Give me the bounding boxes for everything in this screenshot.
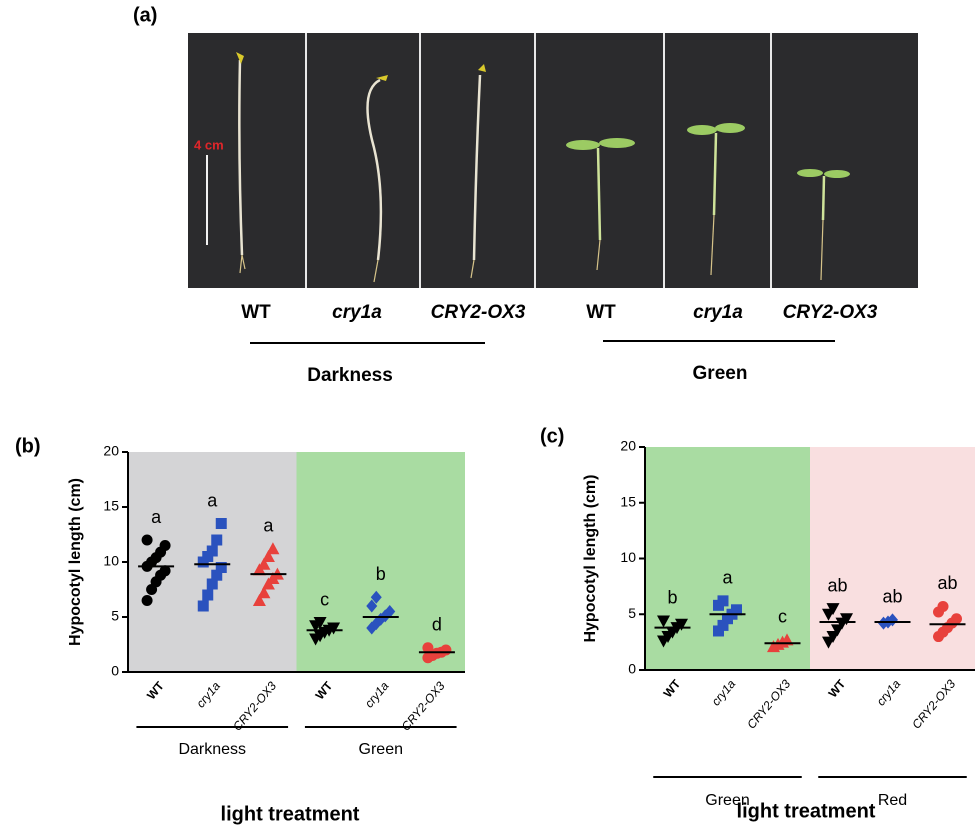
significance-letter: a [263, 516, 274, 536]
data-point [440, 644, 452, 656]
group-label: Darkness [178, 741, 246, 758]
significance-letter: a [722, 568, 733, 588]
data-point [731, 604, 742, 616]
data-point [313, 617, 327, 629]
panel-label: (b) [15, 435, 41, 457]
y-tick-label: 10 [620, 549, 636, 565]
y-tick-label: 10 [103, 553, 119, 569]
panel-label: (c) [540, 425, 564, 447]
x-tick-label: WT [313, 678, 336, 702]
significance-letter: ab [937, 573, 957, 593]
data-point [826, 603, 840, 616]
x-axis-label: light treatment [221, 803, 360, 825]
x-tick-label: cry1a [362, 679, 392, 711]
significance-letter: a [151, 507, 162, 527]
y-tick-label: 20 [103, 443, 119, 459]
data-point [327, 622, 341, 635]
genotype-label: cry1a [332, 302, 382, 323]
x-tick-label: cry1a [193, 679, 223, 711]
data-point [887, 613, 898, 627]
data-point [717, 595, 729, 607]
panel-label: (a) [133, 4, 157, 26]
data-point [215, 562, 227, 573]
data-point [713, 625, 724, 637]
significance-letter: a [207, 490, 218, 510]
data-point [206, 545, 218, 557]
data-point [675, 618, 688, 631]
y-tick-label: 15 [620, 493, 636, 509]
data-point [422, 642, 434, 654]
group-label: Darkness [307, 365, 393, 386]
scale-label: 4 cm [194, 137, 224, 152]
x-tick-label: CRY2-OX3 [230, 679, 279, 734]
data-point [202, 589, 214, 601]
data-point [215, 518, 227, 529]
significance-letter: b [376, 564, 386, 584]
y-tick-label: 0 [628, 661, 636, 677]
genotype-label: cry1a [693, 302, 743, 323]
significance-letter: d [432, 615, 442, 635]
data-point [384, 605, 396, 618]
significance-letter: ab [882, 587, 902, 607]
y-tick-label: 5 [628, 605, 636, 621]
x-tick-label: CRY2-OX3 [909, 677, 958, 732]
significance-letter: c [778, 607, 787, 627]
data-point [657, 615, 670, 628]
data-point [951, 613, 962, 625]
significance-letter: b [667, 588, 677, 608]
genotype-label: CRY2-OX3 [783, 302, 878, 323]
group-label: Green [705, 792, 749, 809]
data-point [261, 550, 275, 562]
data-point [206, 578, 218, 590]
data-point [257, 586, 271, 599]
data-point [211, 569, 223, 581]
group-label: Red [878, 792, 907, 809]
y-tick-label: 0 [111, 663, 119, 679]
y-axis-label: Hypocotyl length (cm) [67, 478, 84, 646]
data-point [717, 619, 729, 631]
x-tick-label: CRY2-OX3 [399, 679, 448, 734]
y-tick-label: 5 [111, 608, 119, 624]
y-tick-label: 20 [620, 438, 636, 454]
data-point [370, 590, 382, 604]
x-tick-label: WT [826, 676, 849, 700]
significance-letter: c [320, 589, 329, 609]
data-point [141, 595, 153, 606]
x-tick-label: WT [144, 678, 167, 702]
y-tick-label: 15 [103, 498, 119, 514]
y-axis-label: Hypocotyl length (cm) [582, 474, 599, 642]
data-point [937, 600, 949, 612]
data-point [197, 600, 209, 612]
data-point [141, 534, 153, 546]
x-axis-label: light treatment [737, 800, 876, 822]
significance-letter: ab [827, 575, 847, 595]
data-point [257, 557, 271, 570]
x-tick-label: CRY2-OX3 [744, 677, 793, 732]
data-point [159, 540, 171, 551]
data-point [366, 599, 378, 613]
x-tick-label: cry1a [709, 677, 739, 709]
data-point [266, 542, 280, 555]
group-label: Green [359, 741, 403, 758]
genotype-label: WT [241, 302, 271, 323]
data-point [840, 613, 853, 626]
data-point [211, 534, 223, 546]
x-tick-label: WT [661, 676, 684, 700]
group-label: Green [693, 363, 748, 384]
seedling-photo [188, 33, 918, 288]
data-point [252, 594, 266, 606]
genotype-label: WT [586, 302, 616, 323]
genotype-label: CRY2-OX3 [431, 302, 526, 323]
data-point [159, 565, 171, 577]
x-tick-label: cry1a [874, 677, 904, 709]
